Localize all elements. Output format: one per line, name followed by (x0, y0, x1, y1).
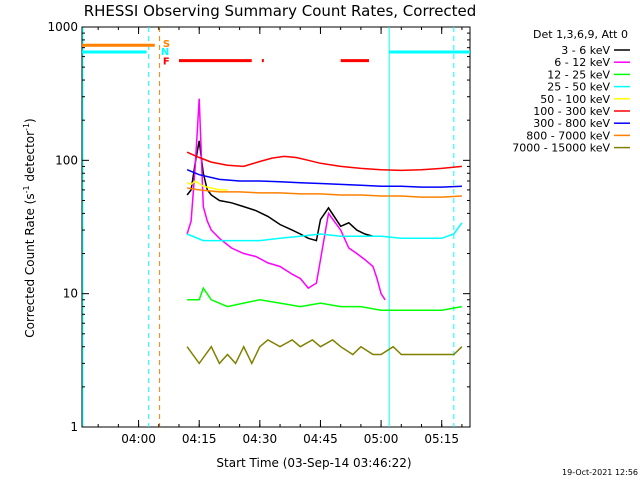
series-line (187, 286, 463, 312)
series-line (186, 98, 386, 301)
y-axis: 1 10 100 1000 (47, 20, 470, 434)
plot-frame (81, 26, 471, 428)
state-marker: S (163, 39, 170, 50)
legend-label: 50 - 100 keV (540, 93, 610, 106)
series-line (186, 180, 228, 191)
y-tick-label: 10 (63, 287, 78, 301)
x-axis: 04:00 04:15 04:30 04:45 05:00 05:15 (97, 27, 463, 446)
x-tick-label: 04:30 (243, 432, 278, 446)
x-tick-label: 05:15 (424, 432, 459, 446)
y-tick-label: 100 (55, 153, 78, 167)
legend-label: 25 - 50 keV (547, 81, 610, 94)
legend-label: 100 - 300 keV (533, 105, 610, 118)
legend-label: 3 - 6 keV (561, 44, 610, 57)
series-line (186, 140, 374, 242)
legend-label: 300 - 800 keV (533, 117, 610, 130)
series-line (186, 187, 462, 198)
legend-label: 6 - 12 keV (554, 56, 610, 69)
series-line (186, 222, 463, 242)
legend-label: 800 - 7000 keV (526, 129, 610, 142)
y-tick-label: 1000 (47, 20, 78, 34)
date-stamp: 19-Oct-2021 12:56 (562, 468, 638, 477)
state-marker: N (161, 47, 169, 58)
legend-label: 7000 - 15000 keV (512, 142, 610, 155)
series-line (186, 151, 462, 172)
legend-label: 12 - 25 keV (547, 68, 610, 81)
chart-title: RHESSI Observing Summary Count Rates, Co… (84, 2, 477, 20)
y-axis-label: Corrected Count Rate (s-1 detector-1) (22, 118, 37, 337)
x-tick-label: 04:15 (182, 432, 217, 446)
series-line (186, 338, 463, 366)
plot-area: SNF (81, 26, 471, 428)
x-tick-label: 04:45 (303, 432, 338, 446)
x-axis-label: Start Time (03-Sep-14 03:46:22) (216, 456, 411, 470)
y-tick-label: 1 (70, 420, 78, 434)
series-line (186, 169, 462, 188)
state-marker: F (163, 57, 170, 68)
x-tick-label: 05:00 (364, 432, 399, 446)
legend-header: Det 1,3,6,9, Att 0 (533, 28, 628, 41)
x-tick-label: 04:00 (121, 432, 156, 446)
